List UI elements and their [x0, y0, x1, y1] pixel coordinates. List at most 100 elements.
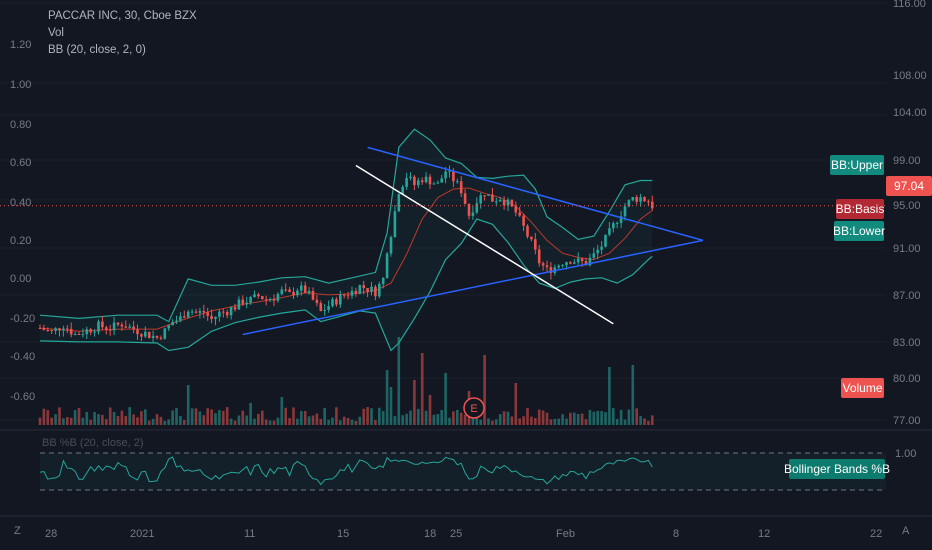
volume-bar: [159, 416, 163, 425]
candle-body: [342, 294, 346, 296]
volume-bar: [257, 413, 260, 425]
candle-body: [467, 203, 471, 216]
candle-body: [237, 299, 241, 310]
candle-body: [420, 180, 424, 183]
candle-body: [81, 334, 85, 336]
candle-body: [569, 262, 572, 264]
bb-basis-tag-bg: [836, 199, 884, 219]
price-tag[interactable]: 97.04: [886, 176, 932, 196]
volume-bar: [440, 409, 443, 425]
price-tick-label: 80.00: [893, 373, 921, 385]
volume-bar: [393, 416, 397, 425]
left-tick-label: 0.20: [10, 235, 31, 247]
candle-body: [432, 183, 436, 185]
candle-body: [229, 307, 233, 316]
time-tick-label: 2021: [130, 528, 154, 540]
volume-bar: [93, 411, 96, 425]
volume-bar: [54, 414, 57, 425]
candle-body: [50, 330, 53, 332]
volume-bar: [627, 409, 631, 425]
candle-body: [105, 327, 108, 330]
candle-body: [541, 263, 545, 266]
candle-body: [596, 249, 599, 254]
candle-body: [456, 181, 459, 183]
volume-bar: [171, 410, 174, 425]
candle-body: [565, 262, 568, 266]
earnings-circle: [463, 397, 485, 419]
symbol-title[interactable]: PACCAR INC, 30, Cboe BZX: [48, 10, 197, 22]
candle-body: [346, 295, 350, 297]
volume-bar: [651, 415, 654, 425]
volume-bar: [46, 410, 50, 425]
volume-bar: [549, 419, 553, 425]
volume-bar: [323, 408, 326, 425]
candle-body: [409, 176, 412, 179]
timezone-corner-z[interactable]: Z: [14, 525, 21, 537]
candle-body: [643, 197, 646, 202]
volume-bar: [85, 411, 89, 425]
volume-legend[interactable]: Vol: [48, 27, 64, 39]
bb-lower-tag[interactable]: BB:Lower: [833, 221, 885, 241]
volume-tag[interactable]: Volume: [841, 378, 884, 398]
volume-tag-text: Volume: [842, 381, 882, 395]
volume-bar: [608, 367, 611, 425]
time-tick-label: 12: [758, 528, 770, 540]
candle-body: [335, 299, 338, 305]
candle-body: [151, 335, 155, 339]
bb-upper-tag[interactable]: BB:Upper: [830, 155, 884, 175]
left-tick-label: 0.00: [10, 273, 31, 285]
left-tick-label: -0.60: [10, 391, 35, 403]
volume-bar: [557, 418, 560, 425]
bbp-indicator: [39, 452, 886, 491]
candle-body: [261, 296, 264, 300]
left-tick-label: -0.20: [10, 313, 35, 325]
candle-body: [245, 302, 248, 305]
candle-body: [264, 299, 268, 301]
bbp-tag[interactable]: Bollinger Bands %B: [784, 459, 890, 479]
price-tick-label: 108.00: [893, 70, 927, 82]
candle-body: [323, 309, 326, 311]
volume-bar: [335, 407, 338, 425]
candle-body: [651, 201, 654, 209]
volume-bar: [639, 416, 642, 425]
volume-tag-bg: [841, 378, 884, 398]
candle-body: [120, 324, 124, 327]
auto-scale-corner-a[interactable]: A: [902, 525, 910, 537]
candle-body: [292, 291, 295, 296]
volume-bar: [77, 408, 81, 425]
volume-bar: [229, 418, 233, 425]
candle-body: [639, 197, 642, 202]
volume-bar: [116, 415, 120, 425]
volume-bar: [300, 411, 303, 425]
volume-bar: [276, 417, 280, 425]
volume-bar: [428, 395, 432, 425]
candle-body: [354, 290, 358, 294]
candle-body: [327, 306, 330, 310]
volume-bar: [405, 413, 408, 425]
candle-body: [623, 206, 627, 217]
price-tick-label: 87.00: [893, 290, 921, 302]
volume-bar: [362, 408, 365, 425]
bbp-legend[interactable]: BB %B (20, close, 2): [42, 437, 144, 449]
bbp-band-fill: [40, 453, 886, 490]
candle-body: [108, 329, 112, 331]
candle-body: [85, 329, 89, 335]
candle-body: [362, 285, 365, 289]
volume-bar: [444, 373, 447, 425]
candle-body: [315, 299, 319, 303]
volume-bar: [417, 408, 420, 425]
volume-bar: [584, 419, 588, 425]
candle-body: [89, 329, 92, 333]
price-tick-label: 95.00: [893, 200, 921, 212]
bb-basis-tag[interactable]: BB:Basis: [836, 199, 885, 219]
bb-lower-line: [39, 218, 653, 352]
bollinger-legend[interactable]: BB (20, close, 2, 0): [48, 44, 146, 56]
candle-body: [69, 328, 73, 335]
candle-body: [502, 199, 506, 206]
candle-body: [452, 170, 455, 182]
candle-body: [249, 297, 252, 303]
candle-body: [491, 194, 494, 202]
candle-body: [233, 307, 237, 310]
volume-bar: [573, 412, 576, 425]
